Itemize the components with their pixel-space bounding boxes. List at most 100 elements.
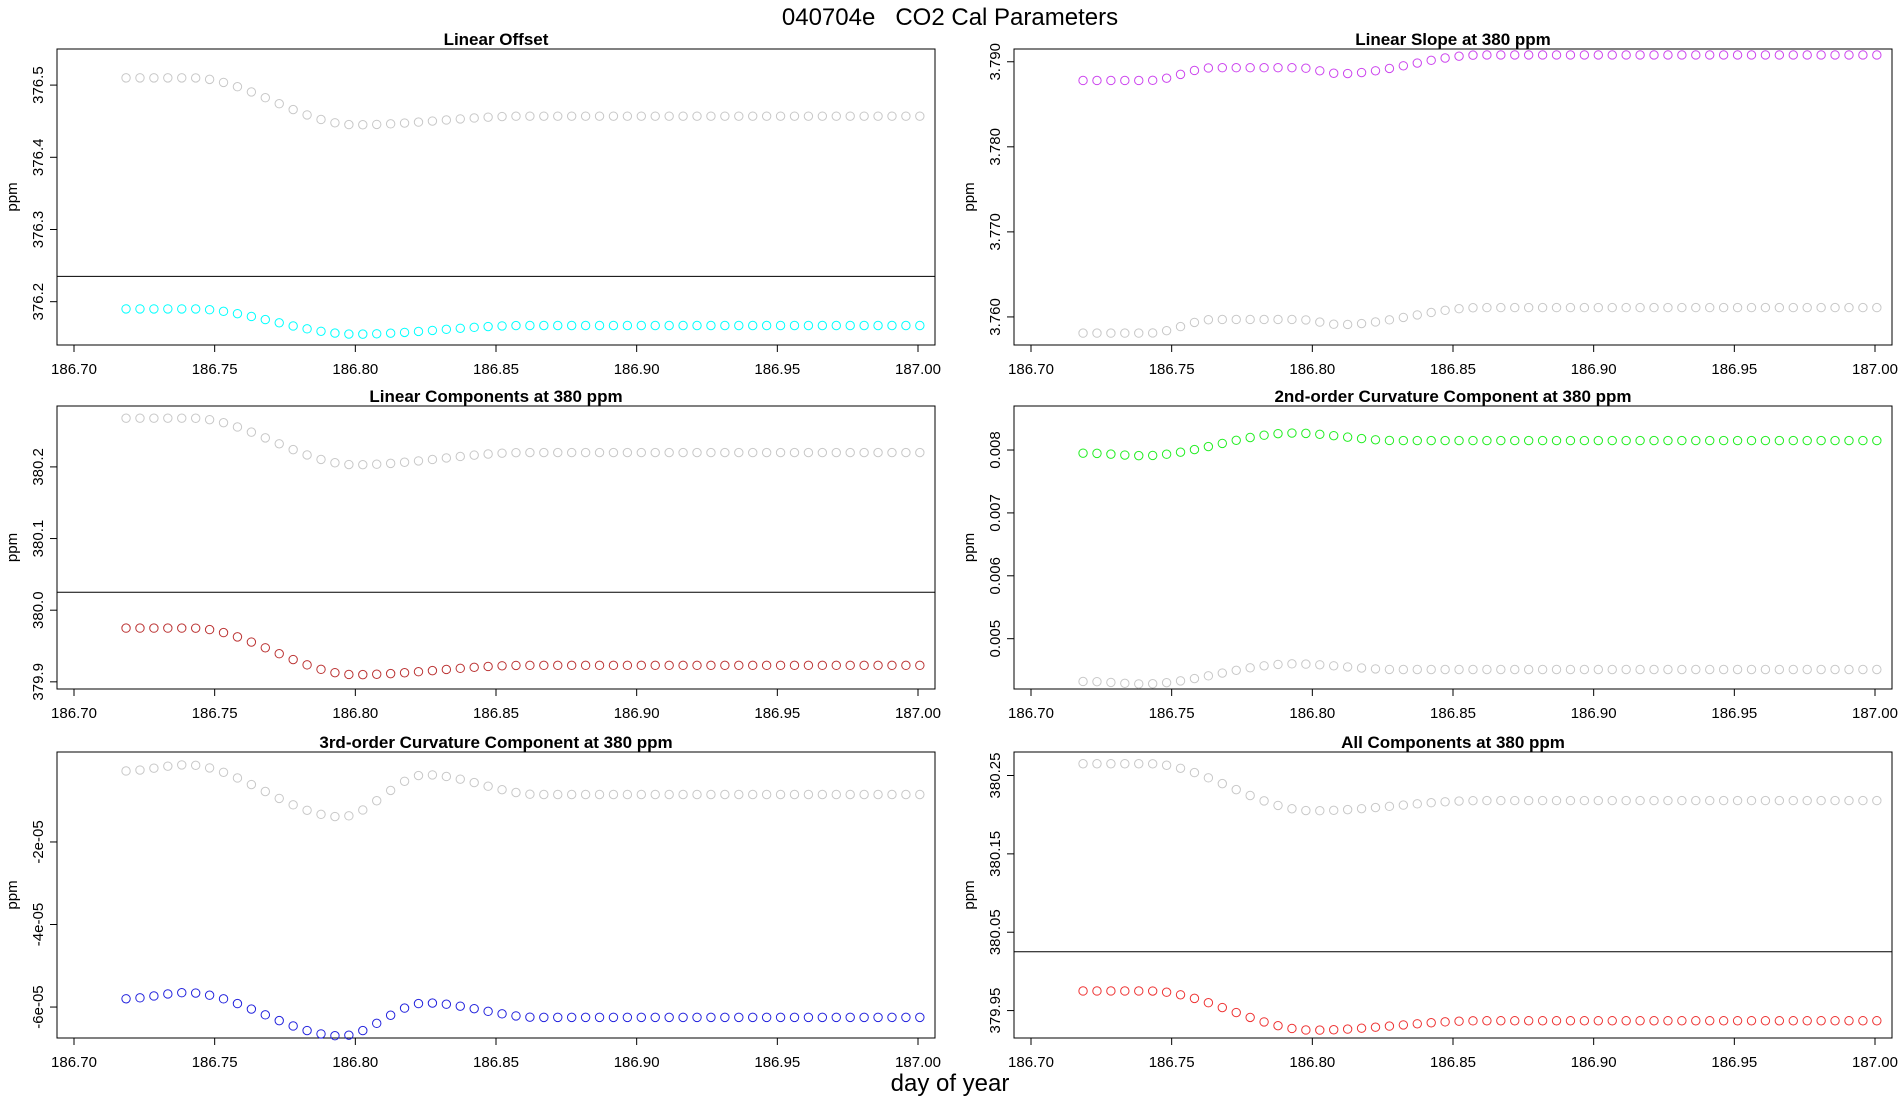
reference-point: [1830, 302, 1840, 313]
reference-point: [1523, 302, 1534, 313]
data-point: [427, 665, 438, 676]
reference-point: [1134, 759, 1144, 769]
reference-point: [246, 427, 257, 437]
reference-point: [1217, 778, 1228, 789]
data-point: [1844, 435, 1854, 446]
x-tick-label: 186.85: [1430, 361, 1476, 378]
reference-point: [330, 811, 340, 822]
reference-point: [1287, 314, 1297, 325]
data-point: [1705, 435, 1715, 446]
data-point: [1635, 435, 1645, 446]
data-point: [566, 1012, 577, 1023]
reference-point: [1774, 664, 1785, 675]
reference-point: [1579, 302, 1590, 313]
x-tick-label: 186.90: [1571, 1054, 1617, 1071]
data-point: [344, 1030, 354, 1040]
reference-point: [1287, 804, 1297, 814]
data-point: [372, 329, 382, 339]
data-point: [1537, 50, 1548, 60]
y-axis-label: ppm: [4, 182, 21, 211]
reference-point: [246, 87, 257, 97]
data-point: [664, 660, 674, 671]
reference-point: [190, 413, 201, 423]
data-point: [316, 1029, 326, 1039]
x-tick-label: 186.75: [192, 361, 238, 378]
data-point: [1705, 1016, 1715, 1026]
data-point: [1732, 435, 1743, 446]
reference-point: [622, 447, 633, 458]
data-point: [1287, 1023, 1297, 1034]
reference-point: [1705, 302, 1715, 313]
data-point: [135, 993, 145, 1003]
x-tick-label: 186.85: [473, 1054, 519, 1071]
data-point: [1342, 432, 1353, 442]
reference-point: [385, 458, 396, 469]
reference-point: [706, 111, 716, 121]
y-tick-label: 380.2: [30, 448, 47, 486]
data-point: [413, 326, 424, 337]
reference-point: [1607, 795, 1617, 806]
reference-point: [1872, 302, 1882, 313]
data-point: [1802, 50, 1812, 60]
data-point: [1844, 50, 1854, 60]
data-point: [1384, 435, 1395, 446]
reference-point: [915, 447, 925, 458]
data-point: [330, 1031, 340, 1041]
x-tick-label: 186.90: [1571, 705, 1617, 722]
data-point: [385, 668, 396, 679]
data-point: [177, 988, 187, 998]
data-point: [1120, 75, 1130, 86]
y-tick-label: 380.05: [987, 909, 1004, 955]
reference-point: [748, 111, 758, 121]
data-point: [1830, 1016, 1840, 1026]
reference-point: [553, 447, 563, 458]
data-point: [135, 623, 145, 633]
reference-point: [1370, 802, 1381, 813]
data-point: [594, 320, 605, 331]
data-point: [1273, 63, 1283, 73]
reference-point: [1370, 664, 1381, 674]
data-point: [1523, 1016, 1534, 1026]
reference-point: [1412, 799, 1422, 809]
data-point: [1426, 55, 1436, 66]
data-point: [344, 669, 354, 680]
data-point: [1147, 450, 1158, 461]
y-tick-label: 380.0: [30, 591, 47, 629]
y-axis-label: ppm: [4, 533, 21, 562]
data-point: [859, 1012, 869, 1023]
reference-point: [678, 111, 688, 121]
panel-title: Linear Components at 380 ppm: [369, 387, 622, 406]
data-point: [789, 1012, 800, 1023]
reference-point: [260, 786, 271, 797]
data-point: [497, 1009, 507, 1019]
y-tick-label: -6e-05: [30, 985, 47, 1028]
panel-4: 2nd-order Curvature Component at 380 ppm…: [961, 387, 1898, 722]
data-point: [1649, 435, 1659, 446]
reference-point: [163, 413, 173, 423]
reference-point: [1440, 797, 1450, 807]
data-point: [636, 320, 647, 331]
data-point: [1816, 435, 1826, 446]
data-point: [246, 1004, 257, 1014]
data-point: [1579, 1016, 1590, 1026]
data-point: [1858, 435, 1868, 446]
data-point: [608, 320, 619, 331]
reference-point: [1440, 305, 1450, 316]
reference-point: [1858, 664, 1868, 675]
reference-point: [566, 789, 577, 800]
data-point: [873, 660, 883, 671]
reference-point: [1078, 676, 1088, 687]
reference-point: [1858, 302, 1868, 313]
reference-point: [1412, 310, 1422, 320]
data-point: [761, 320, 772, 331]
reference-point: [1496, 664, 1506, 675]
reference-point: [1760, 664, 1771, 675]
data-point: [1496, 50, 1506, 60]
reference-point: [1384, 801, 1395, 812]
data-point: [1259, 430, 1269, 440]
reference-point: [1718, 302, 1729, 313]
data-point: [1830, 50, 1840, 60]
reference-point: [887, 789, 897, 800]
reference-point: [1510, 795, 1520, 806]
reference-point: [831, 789, 841, 800]
